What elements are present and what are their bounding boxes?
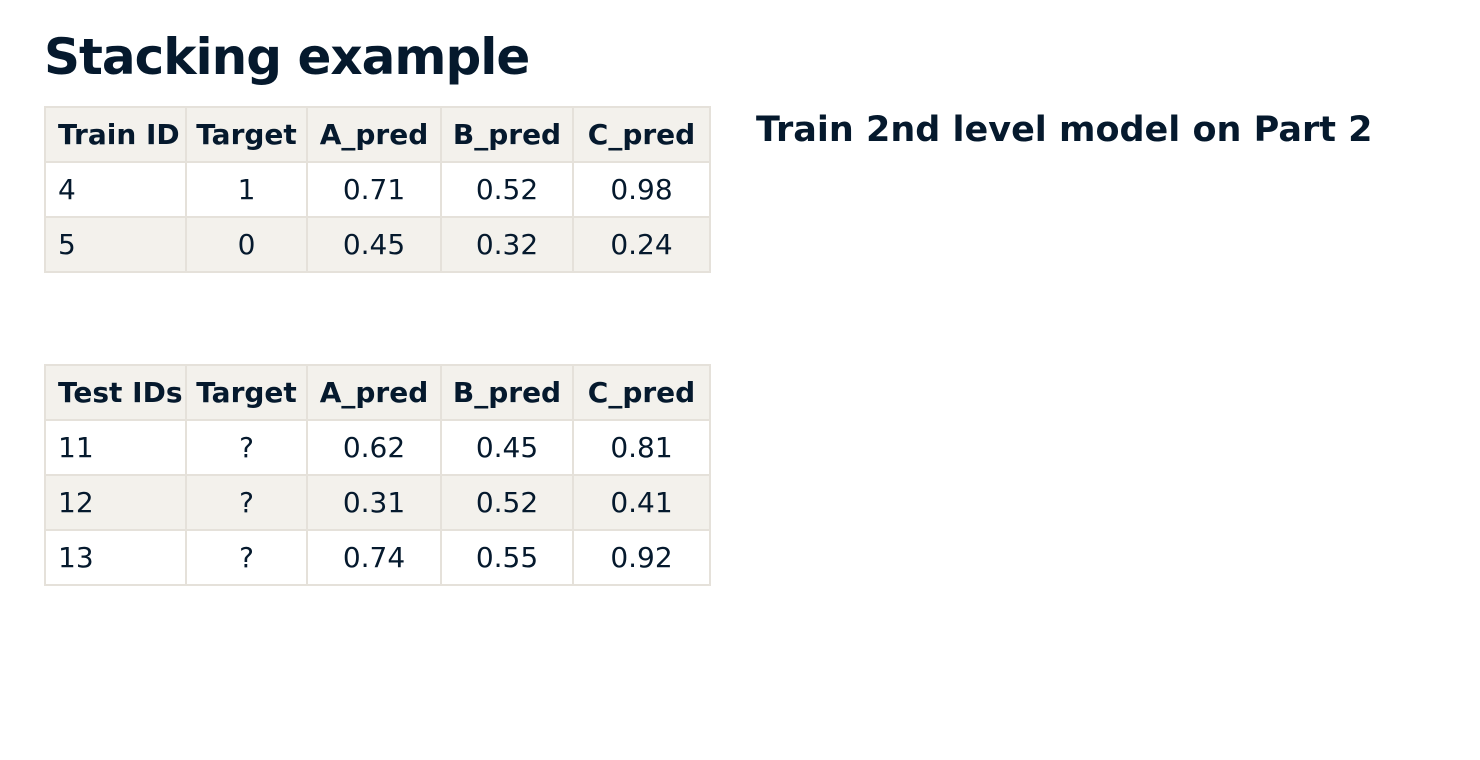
table-cell-id: 11	[44, 419, 187, 476]
table-cell-a-pred: 0.74	[306, 529, 442, 586]
table-row: 5 0 0.45 0.32 0.24	[44, 216, 711, 273]
table-cell-target: ?	[185, 474, 308, 531]
column-header-train-id: Train ID	[44, 106, 187, 163]
table-row: 12 ? 0.31 0.52 0.41	[44, 474, 711, 531]
page-title: Stacking example	[44, 28, 530, 86]
table-cell-target: ?	[185, 529, 308, 586]
table-header-row: Train ID Target A_pred B_pred C_pred	[44, 106, 711, 163]
table-cell-a-pred: 0.45	[306, 216, 442, 273]
table-cell-b-pred: 0.55	[440, 529, 574, 586]
table-cell-target: ?	[185, 419, 308, 476]
table-cell-id: 4	[44, 161, 187, 218]
column-header-target: Target	[185, 364, 308, 421]
table-cell-b-pred: 0.52	[440, 474, 574, 531]
table-row: 13 ? 0.74 0.55 0.92	[44, 529, 711, 586]
column-header-b-pred: B_pred	[440, 364, 574, 421]
table-row: 11 ? 0.62 0.45 0.81	[44, 419, 711, 476]
test-predictions-table: Test IDs Target A_pred B_pred C_pred 11 …	[44, 364, 711, 586]
column-header-b-pred: B_pred	[440, 106, 574, 163]
table-cell-target: 1	[185, 161, 308, 218]
table-cell-c-pred: 0.24	[572, 216, 711, 273]
table-cell-a-pred: 0.31	[306, 474, 442, 531]
table-cell-c-pred: 0.81	[572, 419, 711, 476]
table-row: 4 1 0.71 0.52 0.98	[44, 161, 711, 218]
table-cell-id: 13	[44, 529, 187, 586]
column-header-a-pred: A_pred	[306, 106, 442, 163]
table-cell-b-pred: 0.45	[440, 419, 574, 476]
table-cell-id: 12	[44, 474, 187, 531]
table-cell-c-pred: 0.92	[572, 529, 711, 586]
train-level2-note: Train 2nd level model on Part 2	[756, 110, 1373, 150]
table-cell-target: 0	[185, 216, 308, 273]
table-cell-b-pred: 0.32	[440, 216, 574, 273]
train-predictions-table: Train ID Target A_pred B_pred C_pred 4 1…	[44, 106, 711, 273]
table-cell-b-pred: 0.52	[440, 161, 574, 218]
table-cell-c-pred: 0.41	[572, 474, 711, 531]
column-header-test-ids: Test IDs	[44, 364, 187, 421]
table-header-row: Test IDs Target A_pred B_pred C_pred	[44, 364, 711, 421]
table-cell-c-pred: 0.98	[572, 161, 711, 218]
table-cell-a-pred: 0.62	[306, 419, 442, 476]
column-header-c-pred: C_pred	[572, 364, 711, 421]
table-cell-id: 5	[44, 216, 187, 273]
table-cell-a-pred: 0.71	[306, 161, 442, 218]
column-header-target: Target	[185, 106, 308, 163]
column-header-a-pred: A_pred	[306, 364, 442, 421]
column-header-c-pred: C_pred	[572, 106, 711, 163]
